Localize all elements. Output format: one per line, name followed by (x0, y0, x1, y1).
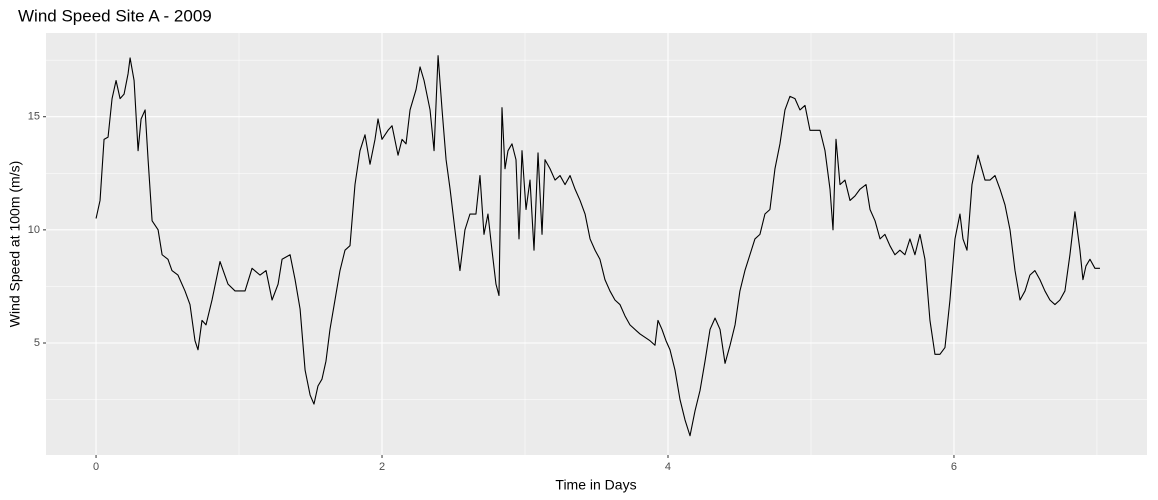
y-tick-label: 5 (34, 337, 40, 349)
x-tick-label: 0 (93, 461, 99, 473)
x-tick-label: 2 (379, 461, 385, 473)
data-line (95, 55, 1100, 437)
marks (95, 55, 1100, 437)
x-tick-label: 4 (665, 461, 671, 473)
y-tick-label: 10 (28, 224, 40, 236)
chart-title: Wind Speed Site A - 2009 (18, 6, 212, 25)
y-tick-label: 15 (28, 111, 40, 123)
x-axis-label: Time in Days (555, 477, 636, 493)
x-tick-label: 6 (951, 461, 957, 473)
y-axis-label: Wind Speed at 100m (m/s) (7, 161, 23, 328)
panel (46, 33, 1147, 455)
grid (46, 33, 1147, 455)
